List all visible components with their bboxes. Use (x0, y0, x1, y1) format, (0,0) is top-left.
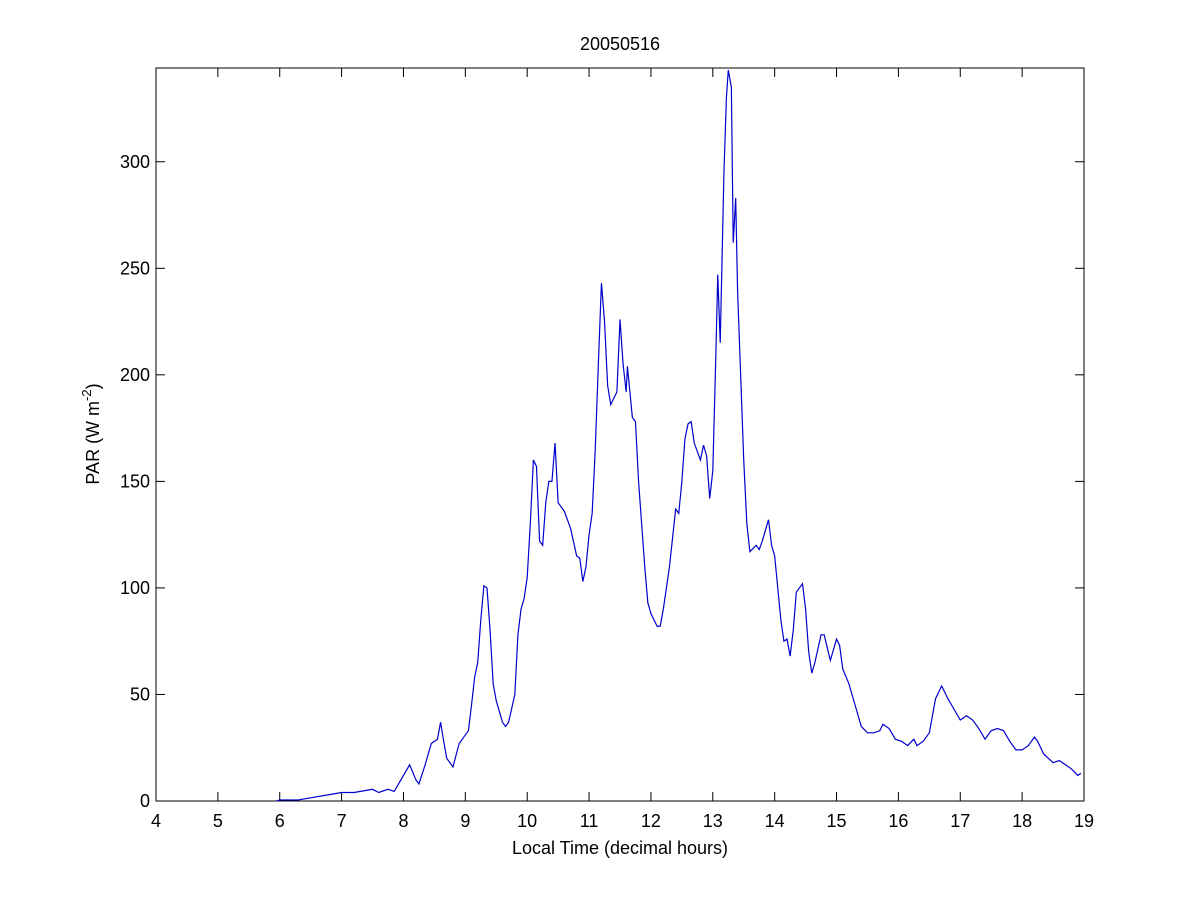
y-tick-label: 250 (120, 258, 150, 278)
x-tick-label: 8 (398, 811, 408, 831)
x-tick-label: 10 (517, 811, 537, 831)
x-tick-label: 11 (580, 811, 599, 831)
x-tick-label: 18 (1012, 811, 1032, 831)
x-tick-label: 17 (950, 811, 970, 831)
y-tick-label: 100 (120, 578, 150, 598)
x-tick-label: 16 (888, 811, 908, 831)
x-tick-label: 19 (1074, 811, 1094, 831)
x-tick-label: 5 (213, 811, 223, 831)
x-tick-label: 4 (151, 811, 161, 831)
y-label-text: PAR (W m (83, 401, 103, 485)
x-tick-label: 13 (703, 811, 723, 831)
chart-title: 20050516 (580, 34, 660, 54)
y-tick-label: 150 (120, 471, 150, 491)
y-tick-label: 300 (120, 152, 150, 172)
y-label-end: ) (83, 383, 103, 389)
x-tick-label: 7 (337, 811, 347, 831)
x-tick-label: 15 (827, 811, 847, 831)
x-tick-label: 9 (460, 811, 470, 831)
y-tick-label: 200 (120, 365, 150, 385)
y-tick-label: 50 (130, 684, 150, 704)
y-label-sup: -2 (79, 389, 94, 401)
y-tick-label: 0 (140, 791, 150, 811)
x-axis-label: Local Time (decimal hours) (512, 838, 728, 858)
x-tick-label: 12 (641, 811, 661, 831)
x-tick-label: 6 (275, 811, 285, 831)
plot-frame (155, 67, 1085, 802)
data-line (276, 70, 1082, 802)
y-axis-label: PAR (W m-2) (79, 383, 103, 484)
x-tick-label: 14 (765, 811, 785, 831)
